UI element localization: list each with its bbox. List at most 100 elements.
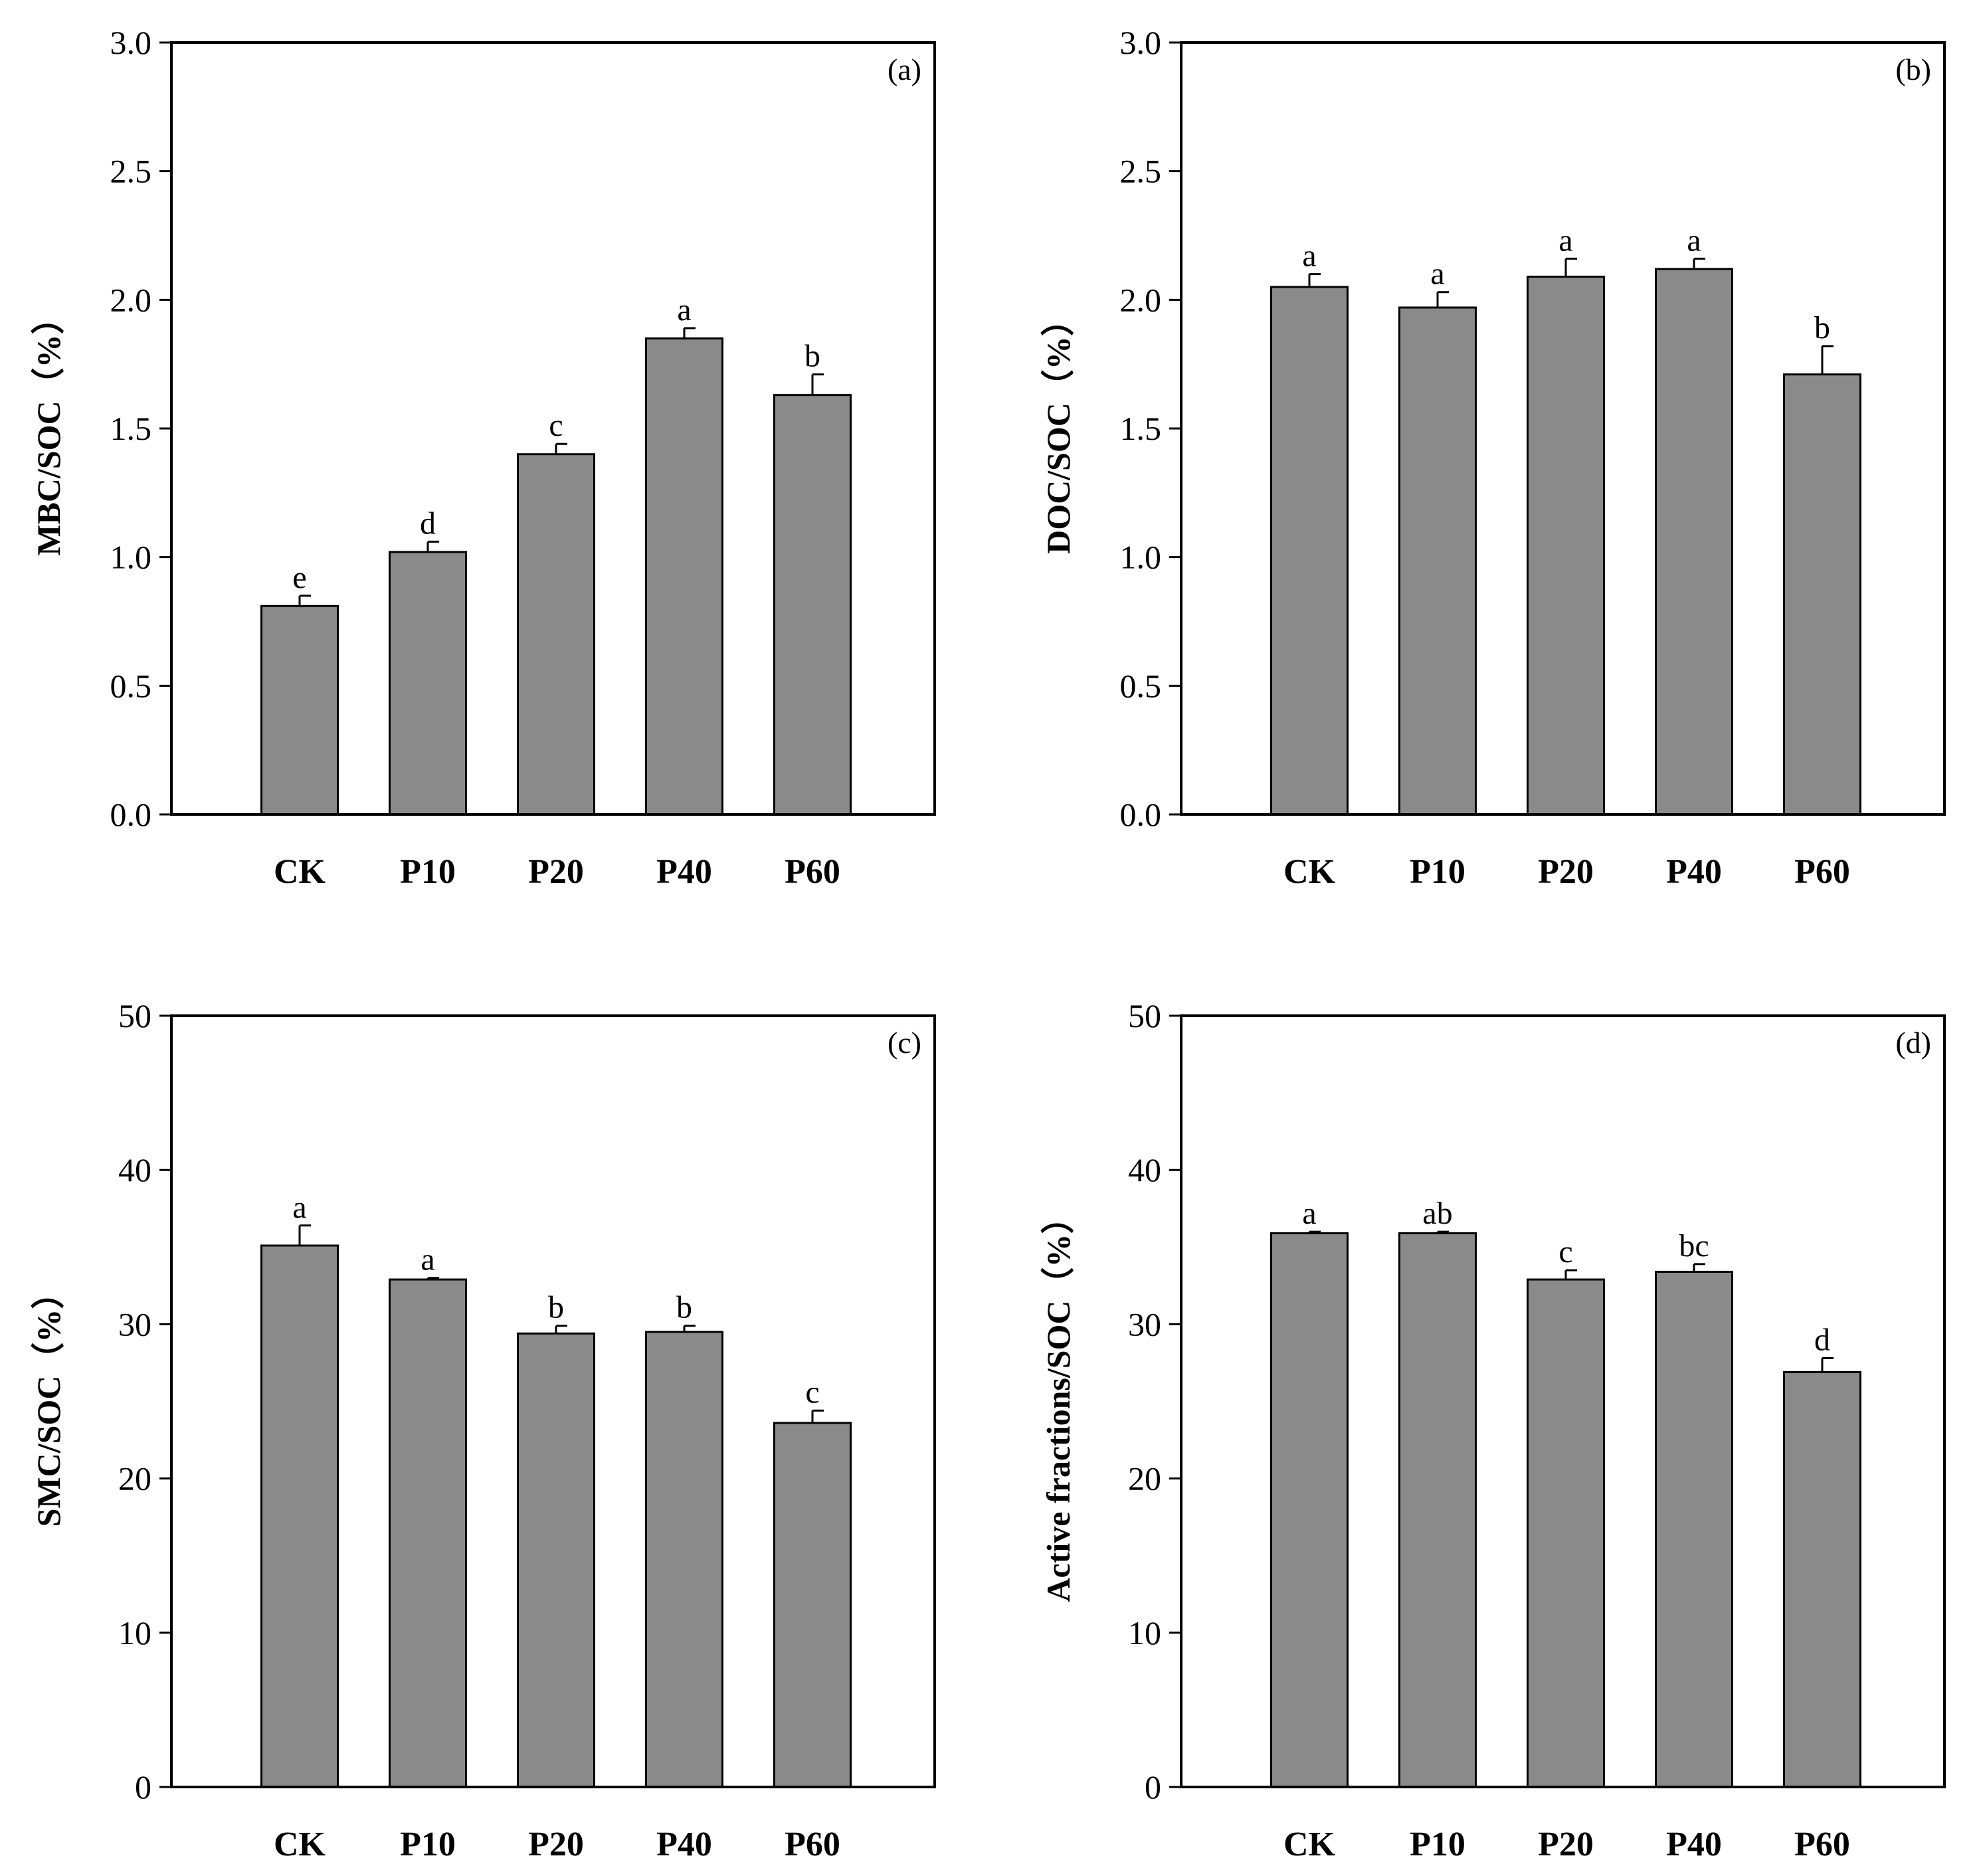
- x-tick-label-P40: P40: [656, 853, 712, 891]
- y-axis-title: SMC/SOC（%）: [30, 1276, 67, 1527]
- significance-label-P20: b: [548, 1290, 564, 1325]
- x-tick-label-P10: P10: [400, 1826, 456, 1863]
- y-tick-label: 1.0: [1120, 539, 1162, 576]
- y-tick-label: 1.5: [1120, 410, 1162, 447]
- bar-P20: [517, 453, 595, 816]
- significance-label-CK: e: [292, 560, 306, 595]
- y-tick-label: 1.0: [110, 539, 152, 576]
- bar-P10: [1398, 1232, 1477, 1788]
- x-tick-label-CK: CK: [274, 853, 326, 891]
- significance-label-P60: d: [1814, 1322, 1830, 1357]
- bar-CK: [260, 1244, 339, 1788]
- x-tick-label-P20: P20: [1538, 853, 1594, 891]
- y-tick-label: 0.0: [110, 796, 152, 833]
- chart-panel-c: a CK a P10 b P20 b P40 c P60 0 10 20 30 40 50 (c) SMC/SOC…: [30, 997, 936, 1863]
- y-tick-label: 2.5: [110, 153, 152, 190]
- significance-label-P40: a: [1687, 223, 1701, 258]
- y-tick-label: 40: [1128, 1151, 1161, 1188]
- y-axis-title: MBC/SOC（%）: [30, 301, 67, 555]
- significance-label-P10: a: [421, 1242, 434, 1277]
- y-tick-label: 2.0: [1120, 281, 1162, 318]
- bar-P60: [1783, 373, 1861, 816]
- y-tick-label: 2.0: [110, 281, 152, 318]
- significance-label-P20: a: [1558, 223, 1572, 258]
- panel-tag: (a): [888, 52, 921, 86]
- significance-label-P40: a: [677, 292, 691, 328]
- x-tick-label-P20: P20: [528, 1826, 584, 1863]
- bar-CK: [260, 605, 339, 816]
- chart-panel-a: e CK d P10 c P20 a P40 b P60 0.0 0.5 1.0 1.5 2.0 2.5 3.0…: [30, 24, 936, 891]
- significance-label-CK: a: [1302, 238, 1316, 274]
- y-tick-label: 50: [1128, 997, 1161, 1034]
- y-tick-label: 0: [135, 1768, 151, 1806]
- bar-P10: [389, 1278, 467, 1788]
- y-tick-label: 0.0: [1120, 796, 1162, 833]
- significance-label-P20: c: [1558, 1234, 1572, 1269]
- y-tick-label: 20: [1128, 1460, 1161, 1497]
- y-tick-label: 3.0: [110, 24, 152, 61]
- significance-label-P60: b: [804, 339, 820, 374]
- x-tick-label-P10: P10: [1410, 1826, 1465, 1863]
- y-tick-label: 3.0: [1120, 24, 1162, 61]
- x-tick-label-P40: P40: [656, 1826, 712, 1863]
- chart-panel-d: a CK ab P10 c P20 bc P40 d P60 0 10 20 30 40 50 (d) Activ…: [1040, 997, 1946, 1863]
- significance-label-P40: bc: [1679, 1228, 1709, 1264]
- significance-label-CK: a: [292, 1190, 306, 1225]
- x-tick-label-P20: P20: [528, 853, 584, 891]
- x-tick-label-P10: P10: [1410, 853, 1465, 891]
- y-tick-label: 30: [1128, 1305, 1161, 1343]
- significance-label-P60: b: [1814, 310, 1830, 345]
- x-tick-label-P40: P40: [1666, 853, 1722, 891]
- bar-P40: [1655, 268, 1733, 816]
- significance-label-CK: a: [1302, 1196, 1316, 1231]
- x-tick-label-CK: CK: [274, 1826, 326, 1863]
- x-tick-label-P60: P60: [785, 1826, 840, 1863]
- panel-tag: (d): [1895, 1026, 1931, 1060]
- bar-P40: [1655, 1270, 1733, 1788]
- y-tick-label: 2.5: [1120, 153, 1162, 190]
- y-tick-label: 1.5: [110, 410, 152, 447]
- x-tick-label-P20: P20: [1538, 1826, 1594, 1863]
- x-tick-label-CK: CK: [1283, 853, 1336, 891]
- plot-frame: [170, 1014, 936, 1788]
- bar-P60: [1783, 1370, 1861, 1788]
- significance-label-P40: b: [676, 1290, 692, 1325]
- significance-label-P10: a: [1430, 256, 1444, 292]
- y-tick-label: 30: [118, 1305, 151, 1343]
- y-axis-title: Active fractions/SOC（%）: [1040, 1200, 1077, 1602]
- x-tick-label-P40: P40: [1666, 1826, 1722, 1863]
- bar-P10: [389, 551, 467, 816]
- x-tick-label-P60: P60: [1794, 1826, 1850, 1863]
- bar-CK: [1270, 286, 1349, 816]
- bar-CK: [1270, 1232, 1349, 1788]
- y-axis-title: DOC/SOC（%）: [1040, 303, 1077, 554]
- bar-P60: [773, 1422, 852, 1788]
- bar-P40: [645, 1331, 723, 1788]
- significance-label-P10: d: [420, 506, 436, 541]
- bar-P20: [1527, 275, 1605, 816]
- y-tick-label: 0.5: [1120, 667, 1162, 704]
- y-tick-label: 20: [118, 1460, 151, 1497]
- bar-P20: [1527, 1278, 1605, 1788]
- panel-tag: (b): [1895, 52, 1931, 86]
- bar-P10: [1398, 306, 1477, 816]
- x-tick-label-P10: P10: [400, 853, 456, 891]
- significance-label-P10: ab: [1422, 1196, 1452, 1231]
- x-tick-label-CK: CK: [1283, 1826, 1336, 1863]
- y-tick-label: 10: [1128, 1614, 1161, 1651]
- y-tick-label: 50: [118, 997, 151, 1034]
- y-tick-label: 40: [118, 1151, 151, 1188]
- chart-panel-b: a CK a P10 a P20 a P40 b P60 0.0 0.5 1.0 1.5 2.0 2.5 3.0…: [1040, 24, 1946, 891]
- panel-tag: (c): [888, 1026, 921, 1060]
- plot-frame: [1180, 1014, 1946, 1788]
- bar-P40: [645, 337, 723, 816]
- y-tick-label: 10: [118, 1614, 151, 1651]
- bar-P20: [517, 1332, 595, 1788]
- x-tick-label-P60: P60: [1794, 853, 1850, 891]
- significance-label-P60: c: [805, 1374, 819, 1410]
- y-tick-label: 0: [1145, 1768, 1161, 1806]
- y-tick-label: 0.5: [110, 667, 152, 704]
- significance-label-P20: c: [549, 408, 563, 443]
- bar-P60: [773, 394, 852, 816]
